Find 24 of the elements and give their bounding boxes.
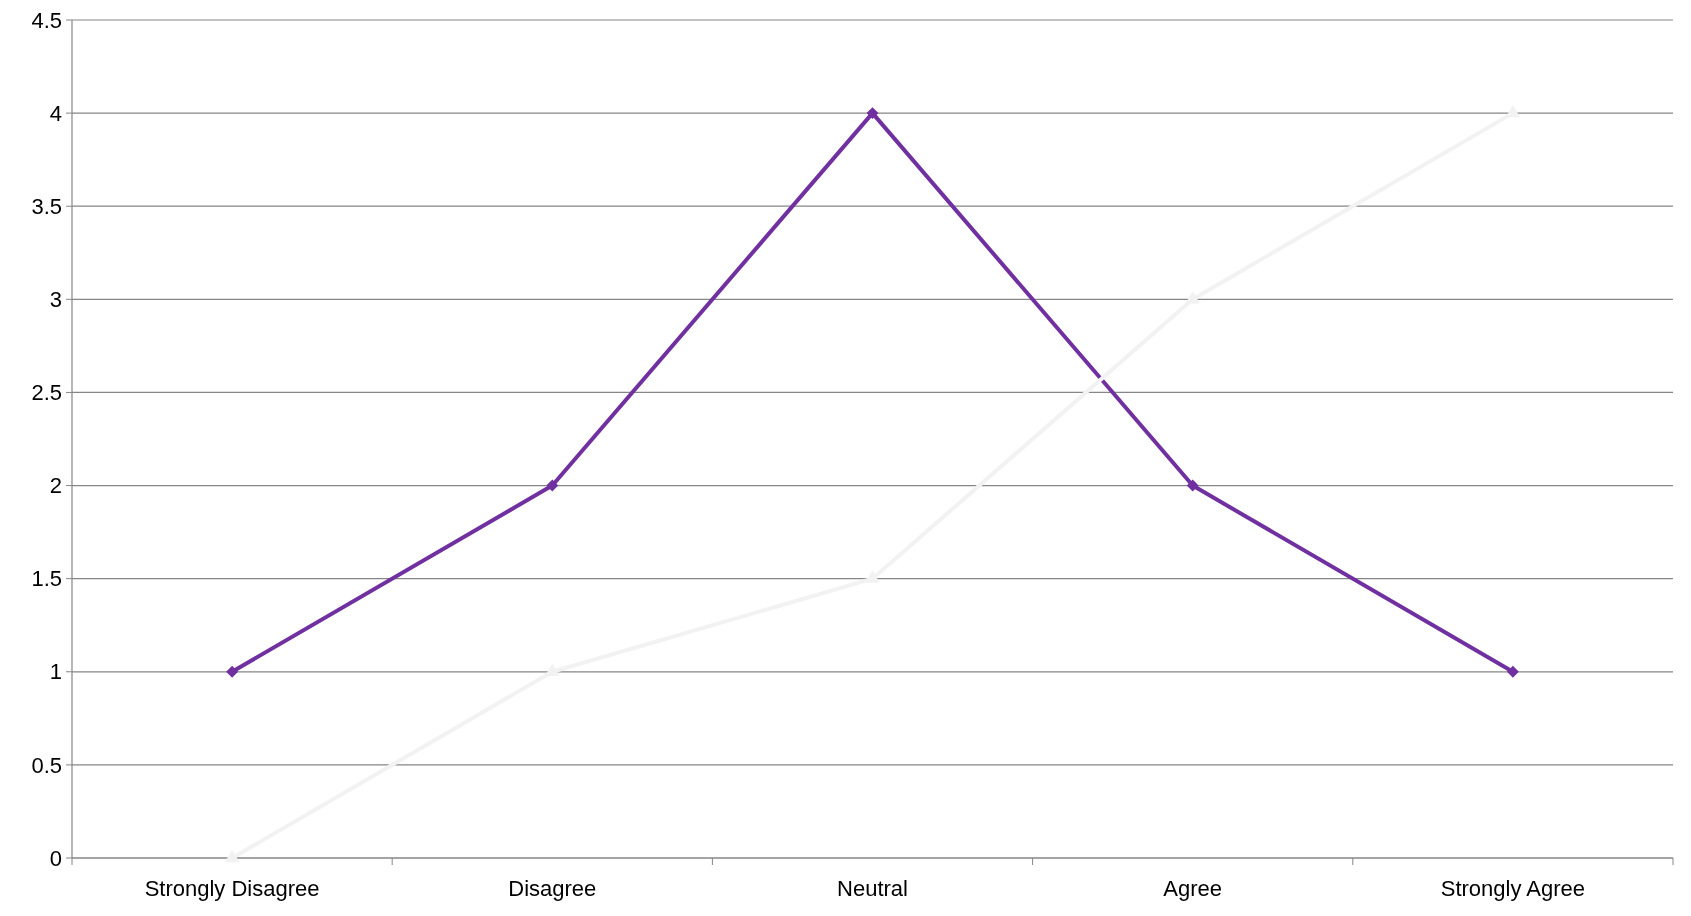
y-tick-label: 3.5 bbox=[31, 193, 62, 219]
point bbox=[224, 849, 240, 863]
y-tick-label: 0.5 bbox=[31, 752, 62, 778]
point bbox=[546, 479, 559, 492]
point bbox=[1506, 665, 1519, 678]
y-tick-label: 2 bbox=[49, 473, 62, 499]
y-tick-label: 4.5 bbox=[31, 7, 62, 33]
point bbox=[1185, 291, 1200, 304]
point bbox=[865, 570, 880, 583]
point bbox=[1186, 479, 1199, 492]
y-tick-label: 2.5 bbox=[31, 380, 62, 406]
point bbox=[866, 107, 879, 120]
x-tick-label: Agree bbox=[1163, 876, 1223, 901]
point bbox=[226, 665, 239, 678]
x-tick-label: Disagree bbox=[508, 876, 597, 901]
y-tick-label: 1 bbox=[49, 659, 62, 685]
point bbox=[545, 663, 560, 676]
y-tick-label: 1.5 bbox=[31, 566, 62, 592]
y-tick-label: 3 bbox=[49, 287, 62, 313]
y-tick-label: 4 bbox=[49, 100, 62, 126]
x-tick-label: Strongly Disagree bbox=[144, 876, 320, 901]
x-tick-label: Strongly Agree bbox=[1440, 876, 1586, 901]
x-tick-label: Neutral bbox=[837, 876, 908, 901]
y-tick-label: 0 bbox=[49, 845, 62, 871]
